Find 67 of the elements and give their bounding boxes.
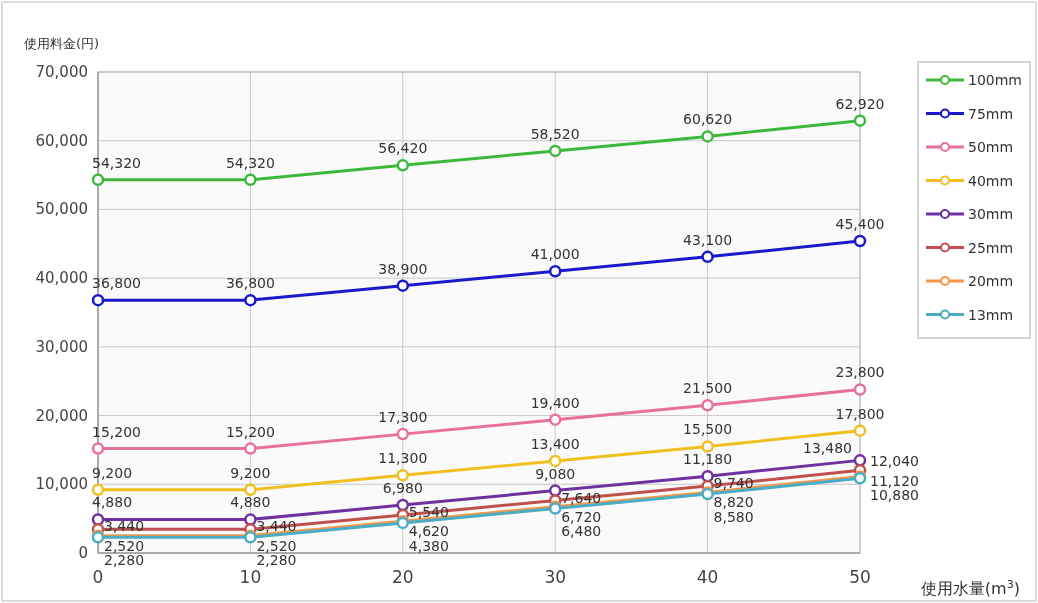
data-label: 56,420: [378, 140, 428, 157]
x-tick-label: 30: [544, 567, 567, 587]
data-label: 2,520: [104, 537, 145, 554]
data-label: 11,180: [683, 451, 733, 468]
data-label: 17,300: [378, 409, 428, 426]
data-label: 9,200: [230, 464, 271, 481]
legend-label: 40mm: [968, 172, 1014, 189]
y-tick-label: 30,000: [35, 337, 88, 356]
data-label: 58,520: [530, 125, 580, 142]
data-label: 17,800: [835, 405, 885, 422]
data-label: 41,000: [530, 246, 580, 263]
data-label: 6,980: [382, 480, 423, 497]
data-label: 9,080: [535, 465, 576, 482]
data-label: 13,480: [803, 440, 852, 457]
data-label: 12,040: [870, 453, 919, 470]
data-label: 4,380: [408, 537, 449, 554]
data-label: 6,720: [561, 508, 602, 525]
y-tick-label: 20,000: [35, 406, 88, 425]
data-label: 9,200: [92, 464, 133, 481]
data-label: 54,320: [225, 154, 275, 171]
data-label: 36,800: [225, 275, 275, 292]
y-tick-label: 50,000: [35, 200, 88, 219]
data-label: 45,400: [835, 216, 885, 233]
data-label: 15,500: [683, 421, 733, 438]
x-tick-label: 20: [391, 567, 414, 587]
y-tick-label: 40,000: [35, 269, 88, 288]
x-axis-title: 使用水量(m$^{3}$): [920, 577, 1020, 598]
x-tick-label: 10: [239, 567, 262, 587]
data-label: 43,100: [683, 231, 733, 248]
data-label: 4,880: [230, 494, 271, 511]
data-label: 38,900: [378, 260, 428, 277]
data-label: 11,120: [870, 472, 919, 489]
legend-label: 13mm: [968, 306, 1014, 323]
data-label: 4,880: [92, 494, 133, 511]
legend-label: 25mm: [968, 239, 1014, 256]
legend-label: 20mm: [968, 273, 1014, 289]
x-tick-label: 0: [92, 567, 104, 587]
data-label: 6,480: [561, 523, 602, 540]
data-label: 2,280: [256, 552, 297, 569]
data-label: 23,800: [835, 364, 885, 381]
data-label: 8,820: [713, 494, 754, 511]
data-label: 60,620: [683, 111, 733, 128]
data-label: 36,800: [92, 275, 141, 292]
data-label: 8,580: [713, 509, 754, 526]
y-tick-label: 0: [78, 544, 88, 562]
legend-label: 30mm: [968, 206, 1014, 222]
data-label: 62,920: [835, 95, 885, 112]
data-label: 4,620: [408, 523, 449, 540]
x-tick-label: 40: [696, 567, 719, 587]
y-tick-label: 60,000: [35, 131, 88, 150]
data-label: 11,300: [378, 450, 428, 467]
y-axis-title: 使用料金(円): [24, 36, 100, 51]
legend-label: 100mm: [968, 72, 1022, 88]
data-label: 19,400: [530, 394, 580, 411]
legend-label: 75mm: [968, 105, 1014, 122]
data-label: 10,880: [870, 487, 919, 504]
data-label: 54,320: [92, 154, 141, 171]
legend-label: 50mm: [968, 139, 1014, 155]
data-label: 15,200: [92, 423, 141, 440]
data-label: 2,520: [256, 537, 297, 554]
y-tick-label: 10,000: [35, 475, 88, 494]
data-label: 2,280: [104, 552, 145, 569]
data-label: 13,400: [530, 435, 580, 452]
x-tick-label: 50: [849, 567, 871, 587]
y-tick-label: 70,000: [35, 63, 88, 81]
data-label: 21,500: [683, 380, 733, 397]
data-label: 15,200: [225, 423, 275, 440]
